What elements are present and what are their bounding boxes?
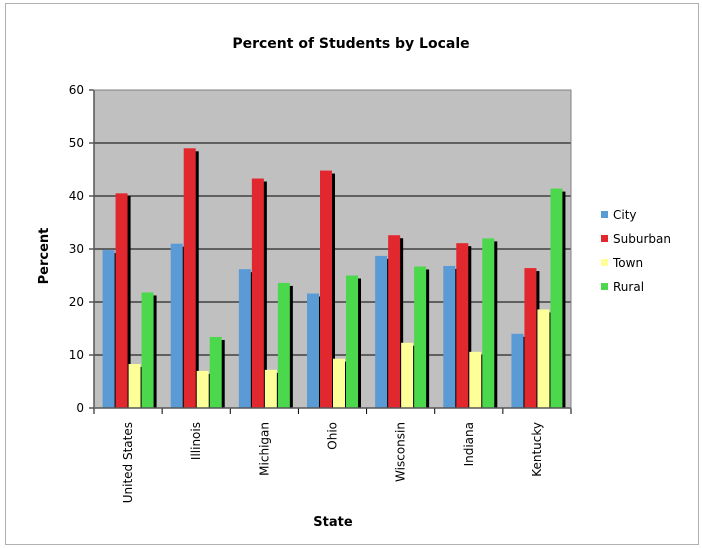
y-tick-label: 0 <box>76 401 84 415</box>
bar <box>388 235 401 408</box>
x-tick-label: Indiana <box>462 422 476 466</box>
bar <box>469 351 482 408</box>
bar <box>170 243 183 408</box>
bar <box>196 370 209 408</box>
bar <box>141 292 154 408</box>
bars <box>102 148 566 409</box>
x-axis-title: State <box>313 515 353 530</box>
bar <box>482 238 495 408</box>
bar <box>346 275 358 408</box>
bar <box>209 336 222 408</box>
bar <box>307 293 319 408</box>
x-axis-ticks: United States Illinois Michigan Ohio Wiscons… <box>121 422 544 503</box>
bar <box>375 255 388 408</box>
x-tick-label: United States <box>121 422 135 503</box>
chart-frame: Percent of Students by Locale 0 10 20 30 40 5… <box>5 3 699 545</box>
legend-label: City <box>613 208 637 222</box>
y-tick-label: 30 <box>69 242 84 256</box>
plot-border <box>93 89 572 409</box>
bar <box>401 342 414 408</box>
legend-swatch <box>601 211 608 218</box>
x-tick-label: Kentucky <box>530 422 544 477</box>
chart-title: Percent of Students by Locale <box>232 36 469 52</box>
bar <box>443 265 456 408</box>
legend-swatch <box>601 235 608 242</box>
bar <box>264 369 277 408</box>
bar <box>128 364 141 408</box>
bar <box>524 268 537 408</box>
x-tick-label: Wisconsin <box>394 422 408 482</box>
y-tick-label: 50 <box>69 136 84 150</box>
x-tick-label: Illinois <box>189 422 203 460</box>
bar <box>115 193 128 408</box>
y-tick-label: 10 <box>69 348 84 362</box>
x-tick-label: Michigan <box>257 422 271 476</box>
bar <box>251 178 264 408</box>
bar <box>456 243 469 408</box>
x-tick-label: Ohio <box>326 422 340 450</box>
legend-label: Suburban <box>613 232 671 246</box>
bar <box>102 250 115 408</box>
legend: City Suburban Town Rural <box>601 208 671 294</box>
legend-swatch <box>601 283 608 290</box>
bar <box>414 266 427 408</box>
bar-chart: Percent of Students by Locale 0 10 20 30 40 5… <box>37 36 671 530</box>
bar <box>550 188 563 408</box>
y-axis-ticks: 0 10 20 30 40 50 60 <box>69 83 84 415</box>
y-tick-label: 40 <box>69 189 84 203</box>
bar <box>183 148 196 409</box>
bar <box>238 269 251 408</box>
axes <box>89 89 572 414</box>
legend-label: Rural <box>613 280 644 294</box>
legend-swatch <box>601 259 608 266</box>
bar <box>537 309 550 408</box>
bar <box>511 333 524 408</box>
bar <box>333 358 345 408</box>
y-tick-label: 20 <box>69 295 84 309</box>
bar <box>320 170 332 408</box>
y-axis-title: Percent <box>37 228 52 285</box>
bar <box>277 282 290 408</box>
legend-label: Town <box>612 256 643 270</box>
y-tick-label: 60 <box>69 83 84 97</box>
